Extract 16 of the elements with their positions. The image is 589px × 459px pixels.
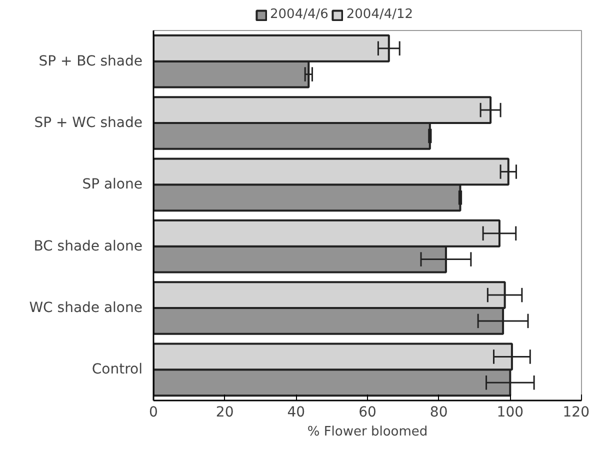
y-tick-label: Control — [92, 362, 143, 378]
x-tick-label: 80 — [430, 404, 448, 420]
y-tick-label: SP alone — [82, 176, 143, 193]
x-tick-label: 60 — [358, 404, 376, 420]
y-tick-label: SP + WC shade — [34, 115, 143, 131]
x-tick-label: 0 — [149, 404, 158, 420]
y-tick-label: BC shade alone — [34, 238, 143, 254]
y-tick-label: SP + BC shade — [38, 53, 143, 70]
x-tick-label: 20 — [216, 404, 234, 420]
y-tick-label: WC shade alone — [29, 300, 143, 316]
x-tick-label: 40 — [287, 404, 306, 420]
legend-label: 2004/4/12 — [346, 7, 414, 22]
x-tick-label: 120 — [562, 404, 589, 420]
x-tick-label: 100 — [496, 404, 524, 420]
legend-label: 2004/4/6 — [270, 7, 328, 22]
x-axis-title: % Flower bloomed — [307, 424, 428, 440]
